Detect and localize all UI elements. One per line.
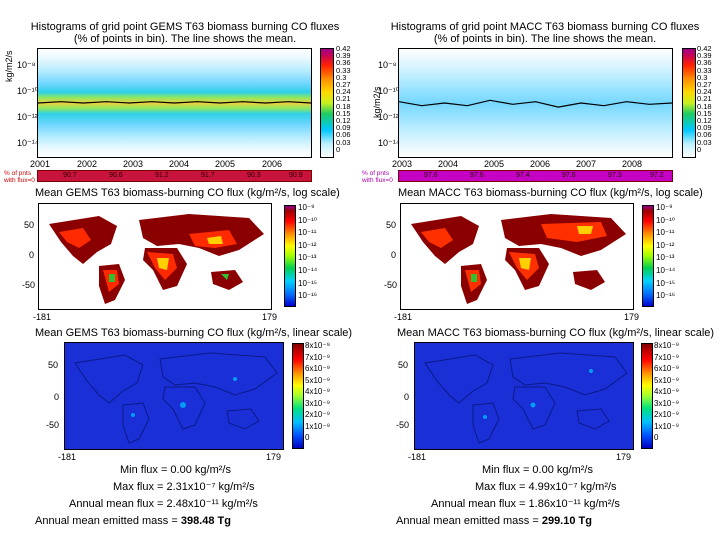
gems-pct-value: 90.7: [63, 172, 77, 179]
gems-lin-ytick: 50: [48, 360, 59, 370]
gems-mean-line: [38, 101, 311, 104]
gems-pct-value: 91.2: [155, 172, 169, 179]
macc-log-ytick: -50: [384, 280, 398, 290]
macc-hist-ytick: 10⁻¹²: [378, 112, 399, 122]
gems-hist-svg: [38, 101, 311, 104]
gems-log-title: Mean GEMS T63 biomass-burning CO flux (k…: [35, 187, 340, 199]
macc-lin-colorbar-labels: 8x10⁻⁹ 7x10⁻⁹ 6x10⁻⁹ 5x10⁻⁹ 4x10⁻⁹ 3x10⁻⁹ 2x10…: [654, 341, 679, 442]
gems-lin-title: Mean GEMS T63 biomass-burning CO flux (k…: [35, 327, 353, 339]
macc-hist-xtick: 2003: [392, 159, 413, 169]
gems-log-ytick: 0: [29, 250, 35, 260]
macc-hist-svg: [399, 99, 672, 108]
gems-lin-map: [64, 342, 284, 450]
gems-log-map: [38, 203, 272, 310]
gems-max-flux: Max flux = 2.31x10⁻⁷ kg/m²/s: [113, 481, 255, 493]
gems-lin-ytick: -50: [46, 420, 60, 430]
gems-log-colorbar: [284, 205, 296, 307]
gems-pct-value: 90.9: [289, 172, 303, 179]
macc-annual-mass: Annual mean emitted mass = 299.10 Tg: [396, 515, 592, 527]
macc-log-ytick: 50: [386, 220, 397, 230]
macc-annual-flux: Annual mean flux = 1.86x10⁻¹¹ kg/m²/s: [431, 498, 620, 510]
macc-pct-value: 97.3: [608, 172, 622, 179]
macc-min-flux: Min flux = 0.00 kg/m²/s: [482, 464, 593, 476]
macc-lin-xtick: 179: [616, 452, 632, 462]
gems-pct-value: 90.6: [109, 172, 123, 179]
gems-log-colorbar-labels: 10⁻⁹ 10⁻¹⁰ 10⁻¹¹ 10⁻¹² 10⁻¹³ 10⁻¹⁴ 10⁻¹⁵ 10⁻¹⁶: [298, 203, 318, 301]
gems-hist-xtick: 2005: [215, 159, 236, 169]
gems-hist-colorbar: [320, 48, 334, 158]
macc-log-xtick: -181: [394, 312, 413, 322]
gems-lin-xtick: -181: [58, 452, 77, 462]
macc-pct-label: % of pnts with flux=0: [362, 170, 393, 184]
macc-hist-xtick: 2007: [576, 159, 597, 169]
gems-log-ytick: 50: [24, 220, 35, 230]
macc-lin-map: [414, 342, 634, 450]
macc-hist-xtick: 2006: [530, 159, 551, 169]
macc-log-ytick: 0: [391, 250, 397, 260]
gems-hist-xtick: 2002: [77, 159, 98, 169]
gems-hist-ytick: 10⁻¹²: [17, 112, 38, 122]
gems-annual-flux: Annual mean flux = 2.48x10⁻¹¹ kg/m²/s: [69, 498, 258, 510]
macc-hist-ytick: 10⁻¹⁰: [378, 86, 400, 96]
gems-lin-colorbar: [292, 343, 304, 449]
gems-mass-label: Annual mean emitted mass =: [35, 515, 181, 527]
gems-pct-value: 91.7: [201, 172, 215, 179]
macc-hist-ytick: 10⁻⁸: [378, 60, 397, 70]
gems-pct-bar: 90.7 90.6 91.2 91.7 90.3 90.9: [37, 170, 312, 182]
gems-pct-label: % of pnts with flux=0: [4, 170, 35, 184]
gems-hist-plot: [37, 48, 312, 158]
macc-log-map: [400, 203, 634, 310]
gems-hist-ytick: 10⁻¹⁰: [17, 86, 39, 96]
macc-max-flux: Max flux = 4.99x10⁻⁷ kg/m²/s: [475, 481, 617, 493]
macc-hist-xtick: 2004: [438, 159, 459, 169]
gems-lin-ytick: 0: [54, 392, 60, 402]
macc-log-colorbar-labels: 10⁻⁹ 10⁻¹⁰ 10⁻¹¹ 10⁻¹² 10⁻¹³ 10⁻¹⁴ 10⁻¹⁵ 10⁻¹⁶: [656, 203, 676, 301]
macc-lin-colorbar: [641, 343, 653, 449]
macc-lin-ytick: 50: [398, 360, 409, 370]
gems-log-ytick: -50: [22, 280, 36, 290]
gems-hist-xtick: 2001: [30, 159, 51, 169]
gems-annual-mass: Annual mean emitted mass = 398.48 Tg: [35, 515, 231, 527]
macc-pct-value: 97.6: [470, 172, 484, 179]
gems-lin-xtick: 179: [266, 452, 282, 462]
macc-pct-value: 97.4: [516, 172, 530, 179]
gems-hist-xtick: 2004: [169, 159, 190, 169]
macc-log-title: Mean MACC T63 biomass-burning CO flux (k…: [398, 187, 703, 199]
gems-mass-value: 398.48 Tg: [180, 515, 231, 527]
macc-lin-title: Mean MACC T63 biomass-burning CO flux (k…: [397, 327, 715, 339]
macc-hist-colorbar: [682, 48, 696, 158]
gems-hist-ytick: 10⁻¹⁴: [17, 138, 39, 148]
gems-pct-value: 90.3: [247, 172, 261, 179]
gems-hist-ytick: 10⁻⁸: [17, 60, 36, 70]
macc-hist-xtick: 2005: [484, 159, 505, 169]
macc-pct-bar: 97.6 97.6 97.4 97.6 97.3 97.2: [398, 170, 673, 182]
gems-hist-title: Histograms of grid point GEMS T63 biomas…: [30, 21, 340, 45]
macc-lin-ytick: -50: [396, 420, 410, 430]
macc-pct-value: 97.6: [562, 172, 576, 179]
macc-mass-label: Annual mean emitted mass =: [396, 515, 542, 527]
macc-hist-colorbar-labels: 0.42 0.39 0.36 0.33 0.3 0.27 0.24 0.21 0.18 0.15 0…: [697, 44, 712, 154]
gems-hist-xtick: 2003: [123, 159, 144, 169]
macc-pct-value: 97.2: [650, 172, 664, 179]
gems-hist-colorbar-labels: 0.42 0.39 0.36 0.33 0.3 0.27 0.24 0.21 0.18 0.15 0…: [336, 44, 351, 154]
gems-min-flux: Min flux = 0.00 kg/m²/s: [120, 464, 231, 476]
macc-log-xtick: 179: [624, 312, 640, 322]
macc-mass-value: 299.10 Tg: [541, 515, 592, 527]
macc-hist-ytick: 10⁻¹⁴: [378, 138, 400, 148]
gems-log-xtick: 179: [262, 312, 278, 322]
macc-hist-title: Histograms of grid point MACC T63 biomas…: [390, 21, 700, 45]
gems-hist-xtick: 2006: [262, 159, 283, 169]
macc-hist-xtick: 2008: [622, 159, 643, 169]
macc-lin-ytick: 0: [404, 392, 410, 402]
gems-log-xtick: -181: [33, 312, 52, 322]
gems-lin-colorbar-labels: 8x10⁻⁹ 7x10⁻⁹ 6x10⁻⁹ 5x10⁻⁹ 4x10⁻⁹ 3x10⁻⁹ 2x10…: [305, 341, 330, 442]
macc-pct-value: 97.6: [424, 172, 438, 179]
macc-log-colorbar: [642, 205, 654, 307]
macc-lin-xtick: -181: [408, 452, 427, 462]
gems-hist-ylabel: kg/m2/s: [4, 50, 14, 82]
macc-mean-line: [399, 99, 672, 108]
macc-hist-plot: [398, 48, 673, 158]
